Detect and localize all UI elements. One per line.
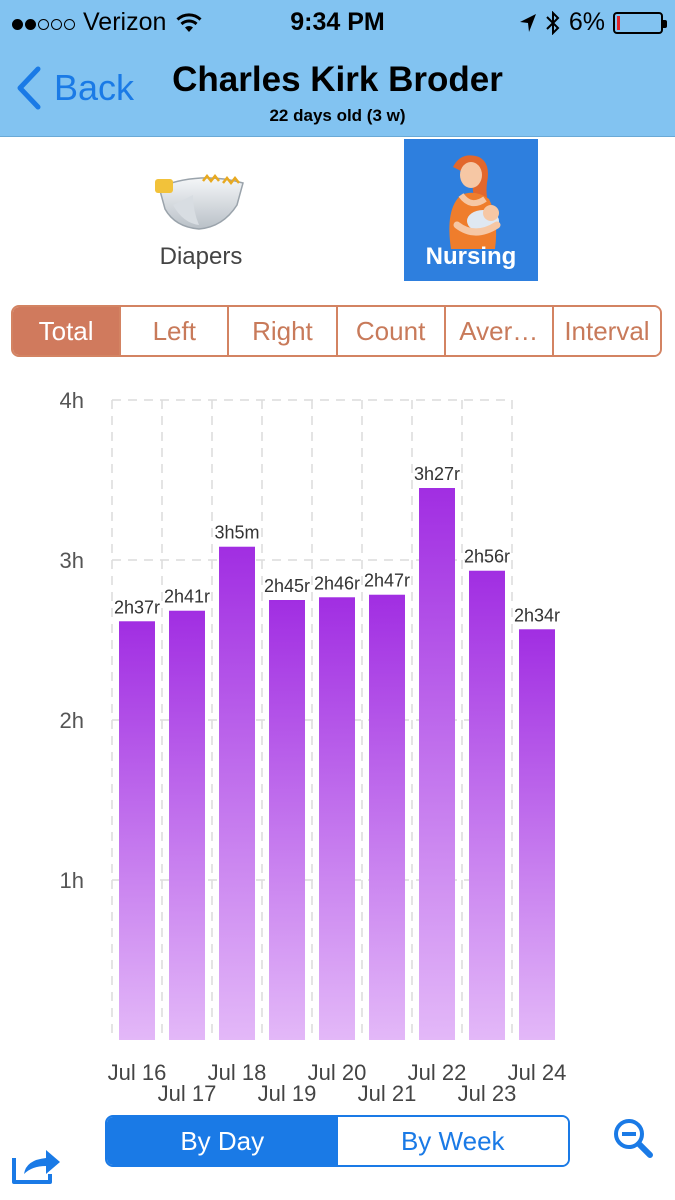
battery-level (617, 15, 620, 30)
category-label: Nursing (425, 243, 517, 270)
header: Verizon 9:34 PM 6% (0, 0, 675, 137)
tab-left[interactable]: Left (119, 307, 228, 355)
back-label: Back (54, 67, 135, 108)
bluetooth-icon (546, 10, 560, 35)
tab-by-week[interactable]: By Week (337, 1117, 568, 1165)
status-time: 9:34 PM (290, 8, 385, 36)
battery-icon (613, 11, 667, 34)
location-arrow-icon (519, 13, 536, 32)
data-label: 3h5m (214, 523, 259, 543)
period-segmented-control: By Day By Week (105, 1115, 570, 1167)
data-label: 2h47r (364, 571, 410, 591)
x-tick-label: Jul 18 (208, 1060, 267, 1085)
bar[interactable] (219, 546, 255, 1040)
x-tick-label: Jul 20 (308, 1060, 367, 1085)
chevron-left-icon (17, 66, 41, 110)
category-label: Diapers (159, 243, 243, 270)
x-tick-label: Jul 24 (508, 1060, 567, 1085)
x-tick-label: Jul 17 (158, 1081, 217, 1106)
metric-segmented-control: Total Left Right Count Aver… Interval (11, 305, 662, 357)
y-tick-label: 3h (60, 548, 84, 573)
zoom-out-button[interactable] (612, 1117, 654, 1164)
tab-total[interactable]: Total (13, 307, 120, 355)
x-tick-label: Jul 22 (408, 1060, 467, 1085)
tab-interval[interactable]: Interval (551, 307, 660, 355)
category-diapers[interactable]: Diapers (134, 139, 268, 281)
bar[interactable] (469, 570, 505, 1040)
data-label: 2h56r (464, 547, 510, 567)
y-tick-label: 4h (60, 388, 84, 413)
bar[interactable] (269, 600, 305, 1040)
bar[interactable] (119, 621, 155, 1040)
share-button[interactable] (10, 1144, 64, 1191)
battery-percent: 6% (568, 8, 605, 36)
y-tick-label: 1h (60, 868, 84, 893)
bar[interactable] (319, 597, 355, 1040)
data-label: 3h27r (414, 464, 460, 484)
status-bar-left: Verizon (12, 8, 202, 37)
y-axis: 1h 2h 3h 4h (60, 388, 84, 893)
category-nursing[interactable]: Nursing (404, 139, 538, 281)
tab-count[interactable]: Count (335, 307, 444, 355)
data-label: 2h34r (514, 605, 560, 625)
data-label: 2h46r (314, 573, 360, 593)
page-subtitle: 22 days old (3 w) (269, 106, 406, 125)
bar[interactable] (169, 610, 205, 1040)
tab-right[interactable]: Right (227, 307, 336, 355)
carrier-name: Verizon (83, 8, 167, 36)
y-tick-label: 2h (60, 708, 84, 733)
tab-by-day[interactable]: By Day (107, 1117, 338, 1165)
x-tick-label: Jul 16 (108, 1060, 167, 1085)
zoom-out-icon (614, 1119, 653, 1158)
x-tick-label: Jul 23 (458, 1081, 517, 1106)
nursing-mother-icon (449, 155, 501, 249)
bar[interactable] (369, 594, 405, 1040)
data-label: 2h45r (264, 576, 310, 596)
x-tick-label: Jul 19 (258, 1081, 317, 1106)
back-button[interactable]: Back (16, 66, 134, 110)
share-icon (12, 1150, 60, 1184)
wifi-icon (176, 12, 202, 34)
tab-average[interactable]: Aver… (443, 307, 552, 355)
data-label: 2h41r (164, 587, 210, 607)
bars (119, 488, 555, 1040)
page-title: Charles Kirk Broder (172, 60, 503, 99)
data-label: 2h37r (114, 597, 160, 617)
bar[interactable] (419, 488, 455, 1040)
x-tick-label: Jul 21 (358, 1081, 417, 1106)
status-bar-right: 6% (519, 8, 667, 37)
diaper-icon (155, 173, 244, 230)
signal-strength-icon (12, 8, 77, 37)
bar[interactable] (519, 629, 555, 1040)
